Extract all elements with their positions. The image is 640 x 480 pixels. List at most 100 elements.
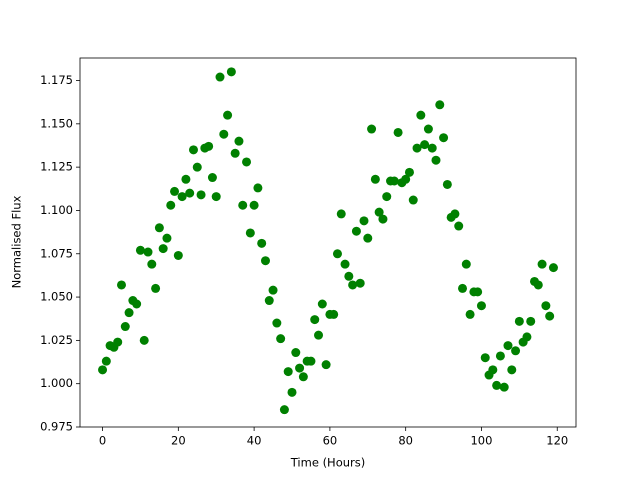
y-axis-label: Normalised Flux [10, 195, 24, 288]
point [499, 382, 509, 392]
point [382, 192, 392, 202]
point [332, 249, 342, 259]
point [408, 195, 418, 205]
point [351, 226, 361, 236]
point [245, 228, 255, 238]
point [416, 110, 426, 120]
point [260, 256, 270, 266]
point [420, 140, 430, 150]
point [511, 346, 521, 356]
point [276, 334, 286, 344]
point [458, 283, 468, 293]
y-tick-label: 1.100 [40, 203, 73, 217]
point [234, 136, 244, 146]
point [454, 221, 464, 231]
point [185, 188, 195, 198]
plot-frame [79, 57, 577, 428]
point [264, 296, 274, 306]
point [151, 283, 161, 293]
point [514, 316, 524, 326]
point [116, 280, 126, 290]
point [548, 263, 558, 273]
point [257, 238, 267, 248]
x-tick-label: 0 [99, 434, 106, 448]
x-tick-label: 100 [470, 434, 492, 448]
point [173, 250, 183, 260]
point [393, 127, 403, 137]
point [120, 322, 130, 332]
point [370, 174, 380, 184]
point [188, 145, 198, 155]
point [355, 278, 365, 288]
point [378, 214, 388, 224]
point [507, 365, 517, 375]
point [143, 247, 153, 257]
point [423, 124, 433, 134]
point [317, 299, 327, 309]
point [211, 192, 221, 202]
point [526, 316, 536, 326]
point [492, 380, 502, 390]
point [166, 200, 176, 210]
point [230, 148, 240, 158]
point [503, 341, 513, 351]
point [374, 207, 384, 217]
point [287, 387, 297, 397]
point [321, 360, 331, 370]
point [476, 301, 486, 311]
point [461, 259, 471, 269]
point [242, 157, 252, 167]
point [272, 318, 282, 328]
point [177, 192, 187, 202]
x-axis-label: Time (Hours) [290, 456, 365, 470]
point [427, 143, 437, 153]
x-tick-label: 80 [398, 434, 413, 448]
x-tick-label: 60 [323, 434, 338, 448]
point [215, 72, 225, 82]
point [329, 309, 339, 319]
point [154, 223, 164, 233]
y-tick-label: 1.000 [40, 376, 73, 390]
point [522, 332, 532, 342]
point [480, 353, 490, 363]
point [359, 216, 369, 226]
point [340, 259, 350, 269]
y-tick-label: 1.175 [40, 73, 73, 87]
point [147, 259, 157, 269]
point [283, 367, 293, 377]
point [541, 301, 551, 311]
point [113, 337, 123, 347]
point [488, 365, 498, 375]
y-tick-label: 1.125 [40, 160, 73, 174]
point [495, 351, 505, 361]
point [314, 330, 324, 340]
point [389, 176, 399, 186]
point [158, 244, 168, 254]
point [249, 200, 259, 210]
point [162, 233, 172, 243]
point [192, 162, 202, 172]
point [401, 174, 411, 184]
point [207, 173, 217, 183]
y-tick-label: 0.975 [40, 420, 73, 434]
x-tick-label: 40 [247, 434, 262, 448]
y-tick-label: 1.150 [40, 116, 73, 130]
point [226, 67, 236, 77]
point [291, 348, 301, 358]
x-tick-label: 20 [171, 434, 186, 448]
point [196, 190, 206, 200]
point [279, 405, 289, 415]
point [219, 129, 229, 139]
point [170, 186, 180, 196]
point [310, 315, 320, 325]
point [336, 209, 346, 219]
point [465, 309, 475, 319]
point [533, 280, 543, 290]
point [181, 174, 191, 184]
point [412, 143, 422, 153]
point [404, 167, 414, 177]
point [139, 335, 149, 345]
point [435, 100, 445, 110]
point [306, 356, 316, 366]
